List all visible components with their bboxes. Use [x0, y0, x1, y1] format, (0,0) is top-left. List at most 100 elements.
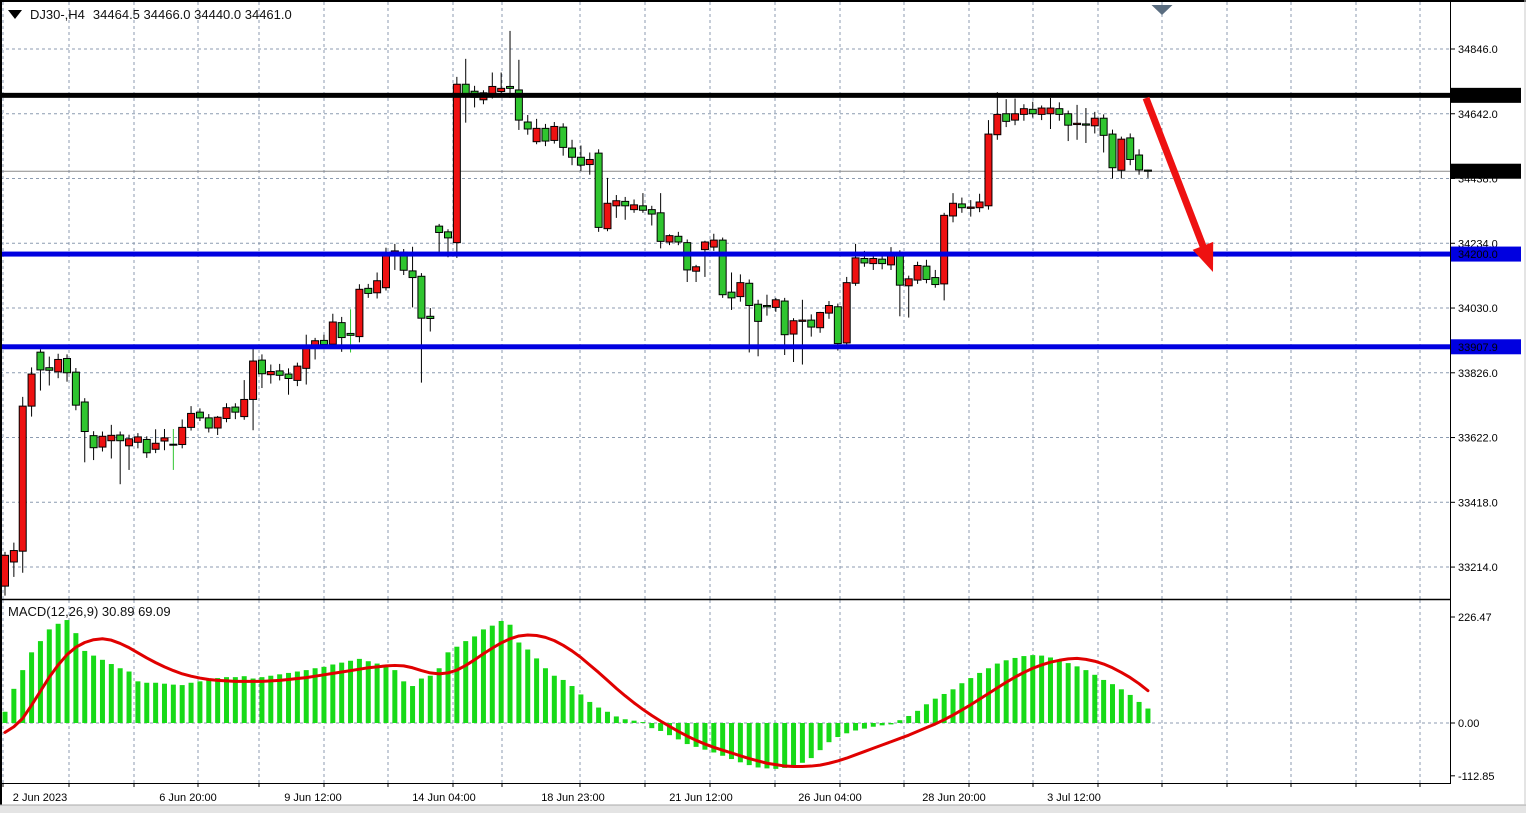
candle — [514, 89, 523, 121]
candle — [328, 321, 337, 345]
price-tag-label: 34200.0 — [1458, 249, 1498, 261]
candle — [993, 113, 1002, 136]
macd-bar — [817, 723, 823, 751]
price-tag-label: 34461.0 — [1458, 166, 1498, 178]
candle — [1126, 137, 1135, 160]
macd-bar — [551, 675, 557, 723]
time-axis-label: 14 Jun 04:00 — [412, 792, 476, 804]
candle — [1073, 122, 1082, 126]
horizontal-level-line[interactable] — [0, 344, 1450, 350]
macd-bar — [224, 677, 229, 723]
candle — [523, 121, 532, 130]
price-tag — [1451, 163, 1521, 179]
macd-bar — [303, 670, 309, 723]
macd-bar — [286, 672, 292, 723]
macd-bar — [64, 620, 70, 723]
candle — [824, 304, 833, 314]
macd-bar — [737, 723, 743, 763]
macd-bar — [436, 668, 442, 723]
candle — [860, 258, 869, 264]
macd-bar — [126, 671, 132, 723]
candle — [71, 371, 80, 406]
macd-bar — [1092, 674, 1098, 723]
candle — [1081, 123, 1090, 126]
candle — [1019, 108, 1028, 115]
candle — [178, 426, 187, 446]
chart-shift-marker-icon[interactable] — [1151, 5, 1173, 15]
macd-signal-line — [3, 633, 1150, 769]
candle — [266, 371, 275, 376]
symbol-dropdown-icon[interactable] — [8, 10, 22, 19]
price-tag-label: 33907.9 — [1458, 342, 1498, 354]
candle — [1055, 108, 1064, 115]
candle — [195, 411, 204, 419]
candle — [373, 280, 382, 294]
macd-bar — [259, 677, 265, 723]
macd-bar — [1021, 656, 1027, 723]
macd-bar — [480, 629, 486, 723]
candle — [417, 275, 426, 319]
candle — [54, 358, 63, 373]
candle — [506, 85, 515, 89]
horizontal-level-line[interactable] — [0, 92, 1450, 98]
macd-bar — [1074, 666, 1080, 723]
symbol-timeframe-label: DJ30-,H4 — [30, 7, 85, 22]
time-axis-label: 28 Jun 20:00 — [922, 792, 986, 804]
horizontal-level-line[interactable] — [0, 251, 1450, 257]
macd-axis-label: -112.85 — [1458, 771, 1495, 783]
price-tag — [1451, 246, 1521, 262]
candle — [435, 225, 444, 233]
macd-bar — [950, 689, 956, 723]
candle — [275, 370, 284, 376]
candle — [940, 214, 949, 285]
macd-bar — [37, 641, 43, 723]
macd-bar — [294, 671, 300, 723]
macd-bar — [108, 664, 114, 723]
candle — [89, 435, 98, 449]
candle — [319, 339, 328, 346]
candle — [984, 133, 993, 207]
macd-bar — [844, 723, 850, 734]
candle — [603, 202, 612, 230]
macd-bar — [861, 723, 867, 729]
macd-bar — [170, 684, 176, 723]
macd-indicator-label: MACD(12,26,9) 30.89 69.09 — [8, 604, 171, 619]
macd-bar — [2, 711, 8, 723]
macd-bar — [498, 620, 504, 723]
trend-arrow-head[interactable] — [1192, 241, 1214, 272]
macd-bar — [348, 660, 354, 723]
macd-bar — [702, 723, 708, 750]
candle — [160, 437, 169, 442]
candle — [231, 406, 240, 413]
candle — [789, 320, 798, 335]
candle — [762, 304, 771, 308]
candle — [630, 204, 639, 211]
candle — [816, 311, 825, 329]
macd-bar — [427, 675, 433, 723]
macd-bar — [587, 701, 593, 723]
macd-bar — [622, 719, 628, 723]
candle — [798, 319, 807, 322]
macd-bar — [782, 723, 788, 768]
macd-bar — [215, 678, 221, 723]
trend-arrow-shaft[interactable] — [1142, 96, 1209, 253]
macd-bar — [764, 723, 770, 769]
candle — [107, 434, 116, 442]
macd-bar — [791, 723, 797, 767]
macd-bar — [853, 723, 859, 731]
candle — [1135, 154, 1144, 171]
candle — [1117, 138, 1126, 171]
macd-bar — [569, 686, 575, 723]
macd-bar — [835, 723, 841, 738]
macd-bar — [649, 723, 655, 729]
macd-bar — [454, 646, 460, 723]
macd-bar — [1110, 684, 1115, 723]
macd-bar — [117, 668, 123, 723]
candle — [497, 87, 506, 93]
candle — [27, 373, 36, 407]
candle — [904, 278, 913, 287]
macd-bar — [578, 694, 584, 723]
price-axis-label: 33622.0 — [1458, 433, 1498, 445]
